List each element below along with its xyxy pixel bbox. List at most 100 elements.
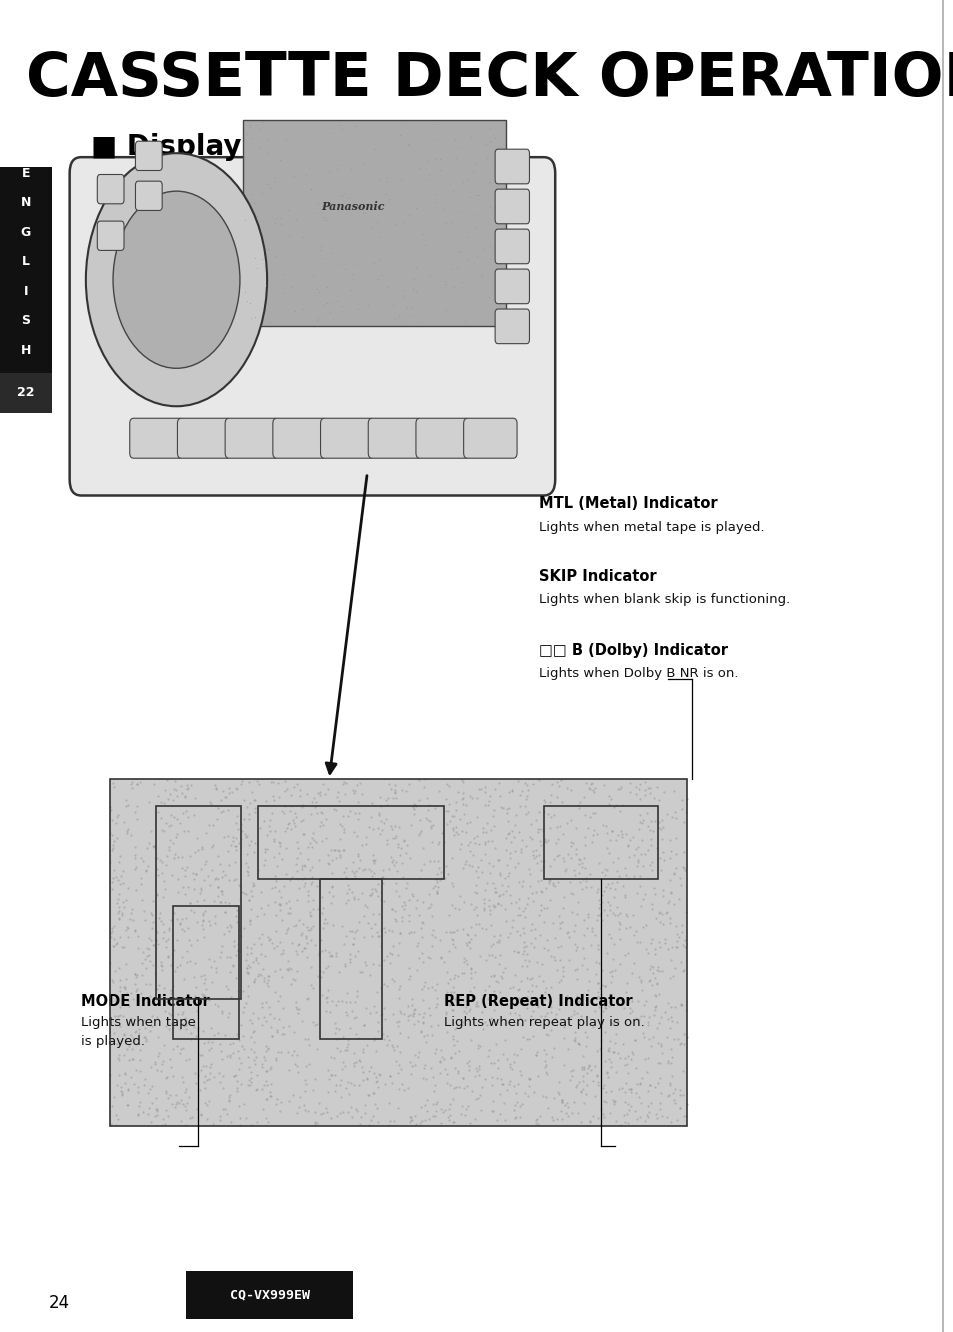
Point	[236, 882, 252, 903]
Point	[178, 1078, 193, 1099]
Point	[261, 930, 276, 951]
Point	[478, 1014, 494, 1035]
Point	[247, 789, 262, 810]
Point	[629, 882, 644, 903]
Point	[283, 818, 298, 839]
Point	[150, 884, 165, 906]
Point	[214, 1003, 230, 1024]
Point	[198, 823, 213, 844]
Point	[239, 797, 254, 818]
Point	[510, 991, 525, 1012]
Point	[574, 990, 589, 1011]
Point	[215, 860, 231, 882]
Point	[674, 994, 689, 1015]
Point	[368, 1071, 383, 1092]
Point	[519, 955, 535, 976]
Point	[577, 826, 592, 847]
Point	[139, 938, 154, 959]
Point	[350, 846, 365, 867]
Point	[109, 866, 124, 887]
Point	[425, 1067, 440, 1088]
Point	[576, 947, 591, 968]
Point	[274, 943, 289, 964]
Point	[175, 987, 191, 1008]
Point	[282, 801, 297, 822]
Point	[626, 844, 641, 866]
Point	[183, 987, 198, 1008]
Point	[226, 1066, 241, 1087]
Point	[127, 974, 142, 995]
Point	[106, 915, 121, 936]
Point	[627, 1082, 642, 1103]
Point	[403, 920, 418, 942]
Point	[112, 851, 127, 872]
Point	[384, 920, 399, 942]
Point	[172, 1018, 188, 1039]
Point	[332, 844, 347, 866]
Point	[157, 878, 172, 899]
Point	[249, 1111, 264, 1132]
Point	[507, 1108, 522, 1130]
Point	[324, 876, 339, 898]
Point	[352, 1051, 367, 1072]
Point	[420, 810, 436, 831]
Point	[652, 936, 667, 958]
Point	[597, 1075, 612, 1096]
Point	[398, 842, 414, 863]
Point	[231, 1096, 246, 1118]
Point	[434, 1112, 449, 1134]
Text: Lights when metal tape is played.: Lights when metal tape is played.	[538, 521, 764, 534]
Point	[575, 1070, 590, 1091]
Point	[416, 1026, 432, 1047]
Point	[402, 847, 417, 868]
Point	[530, 995, 545, 1016]
Point	[571, 991, 586, 1012]
Point	[300, 1028, 315, 1050]
Point	[602, 1056, 618, 1078]
Point	[351, 802, 366, 823]
Point	[522, 826, 537, 847]
Point	[419, 947, 435, 968]
Point	[477, 1012, 493, 1034]
Point	[462, 958, 477, 979]
Point	[429, 863, 444, 884]
Point	[601, 876, 617, 898]
Point	[654, 842, 669, 863]
Point	[524, 829, 539, 850]
Point	[447, 898, 462, 919]
Point	[447, 1056, 462, 1078]
Point	[310, 1014, 325, 1035]
Point	[499, 875, 515, 896]
Point	[471, 778, 486, 799]
Point	[170, 846, 185, 867]
Point	[294, 868, 309, 890]
Point	[113, 936, 129, 958]
Point	[233, 821, 249, 842]
Point	[179, 856, 194, 878]
Point	[428, 868, 443, 890]
Point	[257, 839, 273, 860]
Point	[148, 1106, 163, 1127]
Point	[493, 797, 508, 818]
Point	[554, 1090, 569, 1111]
Point	[476, 831, 492, 852]
Point	[438, 801, 454, 822]
Point	[372, 802, 387, 823]
Point	[401, 904, 416, 926]
Point	[127, 1022, 142, 1043]
Point	[637, 843, 652, 864]
Point	[487, 778, 502, 799]
Point	[421, 998, 436, 1019]
Point	[637, 785, 652, 806]
Point	[407, 1106, 422, 1127]
Point	[387, 827, 402, 848]
Point	[348, 781, 363, 802]
Point	[478, 813, 494, 834]
Point	[196, 927, 212, 948]
Point	[366, 862, 381, 883]
Point	[601, 962, 617, 983]
Bar	[0, 373, 51, 413]
Point	[401, 774, 416, 795]
Point	[618, 918, 633, 939]
Point	[575, 1079, 590, 1100]
